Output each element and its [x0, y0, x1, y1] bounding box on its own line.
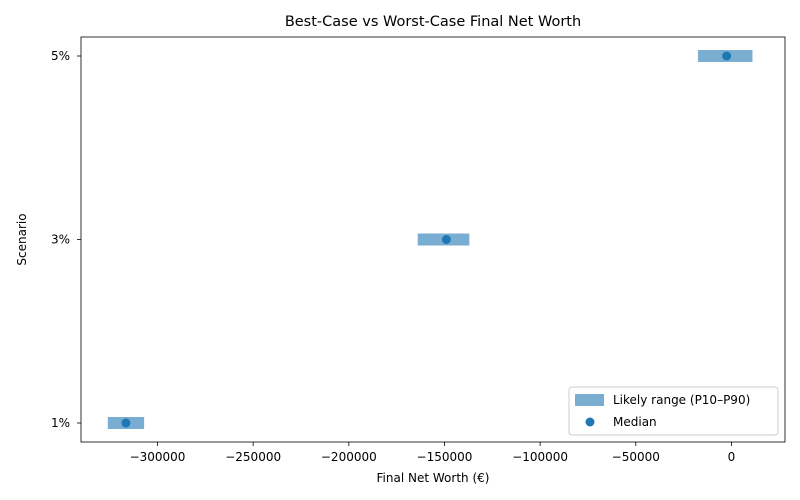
x-tick-label: −250000	[225, 450, 281, 464]
legend-swatch-median	[585, 417, 595, 427]
x-axis-title: Final Net Worth (€)	[377, 471, 490, 485]
median-point	[121, 418, 131, 428]
x-tick-label: −50000	[612, 450, 660, 464]
median-point	[722, 51, 732, 61]
x-tick-label: 0	[728, 450, 736, 464]
x-tick-label: −200000	[321, 450, 377, 464]
legend-swatch-range	[575, 394, 604, 406]
legend-label-median: Median	[613, 415, 657, 429]
y-tick-label: 5%	[51, 49, 70, 63]
median-point	[441, 235, 451, 244]
chart-title: Best-Case vs Worst-Case Final Net Worth	[285, 14, 581, 30]
y-tick-label: 3%	[51, 233, 70, 247]
plot-area	[107, 50, 753, 429]
legend: Likely range (P10–P90) Median	[568, 386, 779, 436]
x-tick-label: −300000	[130, 450, 186, 464]
x-tick-label: −150000	[417, 450, 473, 464]
x-tick-label: −100000	[512, 450, 568, 464]
x-axis: −300000 −250000 −200000 −150000 −100000 −5000…	[130, 442, 736, 464]
y-axis-title: Scenario	[15, 213, 29, 265]
y-axis: 1% 3% 5%	[51, 49, 81, 430]
legend-frame	[568, 386, 779, 436]
legend-label-range: Likely range (P10–P90)	[613, 393, 750, 407]
y-tick-label: 1%	[51, 416, 70, 430]
